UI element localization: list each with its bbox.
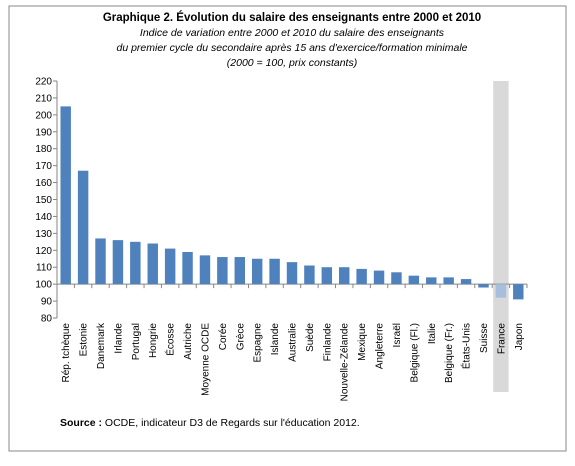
subtitle: du premier cycle du secondaire après 15 …	[116, 42, 467, 54]
x-tick-label: Hongrie	[148, 323, 159, 358]
x-tick-label: Belgique (Fr.)	[444, 323, 455, 383]
frame	[8, 5, 567, 452]
subtitle: Indice de variation entre 2000 et 2010 d…	[140, 27, 445, 39]
bar	[339, 267, 350, 285]
y-tick-label: 180	[35, 144, 52, 155]
bar	[112, 240, 124, 285]
x-tick-label: Japon	[514, 323, 525, 350]
bar	[513, 284, 524, 300]
bar	[95, 238, 106, 285]
y-tick-label: 120	[35, 246, 52, 257]
subtitle: (2000 = 100, prix constants)	[227, 57, 357, 69]
bar	[77, 170, 89, 285]
x-tick-label: Finlande	[322, 323, 333, 362]
y-tick-label: 90	[41, 297, 53, 308]
y-tick-label: 100	[35, 280, 52, 291]
x-tick-label: États-Unis	[460, 323, 473, 369]
x-tick-label: Grèce	[235, 323, 246, 351]
x-tick-label: Mexique	[357, 323, 368, 361]
bar	[217, 257, 228, 285]
x-tick-label: Angleterre	[375, 323, 386, 370]
bar	[321, 267, 333, 285]
bar	[147, 243, 158, 285]
x-tick-label: Islande	[270, 323, 281, 356]
bar	[391, 272, 402, 285]
bar	[199, 255, 211, 285]
source: Source : OCDE, indicateur D3 de Regards …	[60, 417, 360, 429]
y-tick-label: 190	[35, 127, 52, 138]
x-tick-label: Portugal	[131, 323, 142, 360]
x-tick-label: Irlande	[113, 323, 124, 354]
bar	[286, 262, 298, 285]
bar	[60, 106, 71, 285]
y-tick-label: 170	[35, 161, 52, 172]
y-tick-label: 80	[41, 314, 53, 325]
bar	[443, 277, 454, 285]
x-tick-label: Nouvelle-Zélande	[340, 323, 351, 402]
x-tick-label: Australie	[288, 323, 299, 362]
source-label: Source :	[60, 417, 102, 429]
bar	[495, 284, 507, 298]
bar	[460, 279, 472, 285]
x-tick-label: Estonie	[79, 323, 90, 357]
highlight-band	[493, 81, 509, 392]
bar	[408, 275, 420, 285]
source-text: OCDE, indicateur D3 de Regards sur l'édu…	[102, 417, 360, 429]
x-tick-label: France	[496, 323, 507, 355]
x-tick-label: Moyenne OCDE	[200, 323, 211, 396]
x-tick-label: Belgique (Fl.)	[409, 323, 420, 382]
y-tick-label: 160	[35, 178, 52, 189]
bar	[164, 248, 176, 285]
chart-title: Graphique 2. Évolution du salaire des en…	[103, 11, 481, 24]
bar	[373, 270, 385, 285]
x-tick-label: Espagne	[253, 323, 264, 363]
y-tick-label: 220	[35, 77, 52, 88]
y-tick-label: 140	[35, 212, 52, 223]
y-tick-label: 110	[36, 263, 52, 274]
bar	[478, 284, 489, 288]
x-tick-label: Israël	[392, 323, 403, 347]
y-tick-label: 200	[35, 110, 52, 121]
x-tick-label: Suède	[305, 323, 316, 352]
y-tick-label: 210	[35, 93, 52, 104]
bar	[130, 241, 141, 285]
bar	[304, 265, 315, 285]
x-tick-label: Écosse	[164, 323, 177, 356]
x-tick-label: Danemark	[96, 322, 107, 369]
y-tick-label: 130	[35, 229, 52, 240]
x-tick-label: Rép. tchèque	[61, 323, 72, 383]
bar	[269, 258, 280, 285]
x-tick-label: Corée	[218, 323, 229, 351]
bar	[356, 268, 367, 285]
x-tick-label: Suisse	[479, 323, 490, 353]
bar	[251, 258, 263, 285]
bar	[234, 257, 245, 285]
bar	[182, 251, 193, 285]
x-tick-label: Italie	[427, 323, 438, 345]
x-tick-label: Autriche	[183, 323, 194, 360]
y-tick-label: 150	[35, 195, 52, 206]
bar	[426, 277, 437, 285]
